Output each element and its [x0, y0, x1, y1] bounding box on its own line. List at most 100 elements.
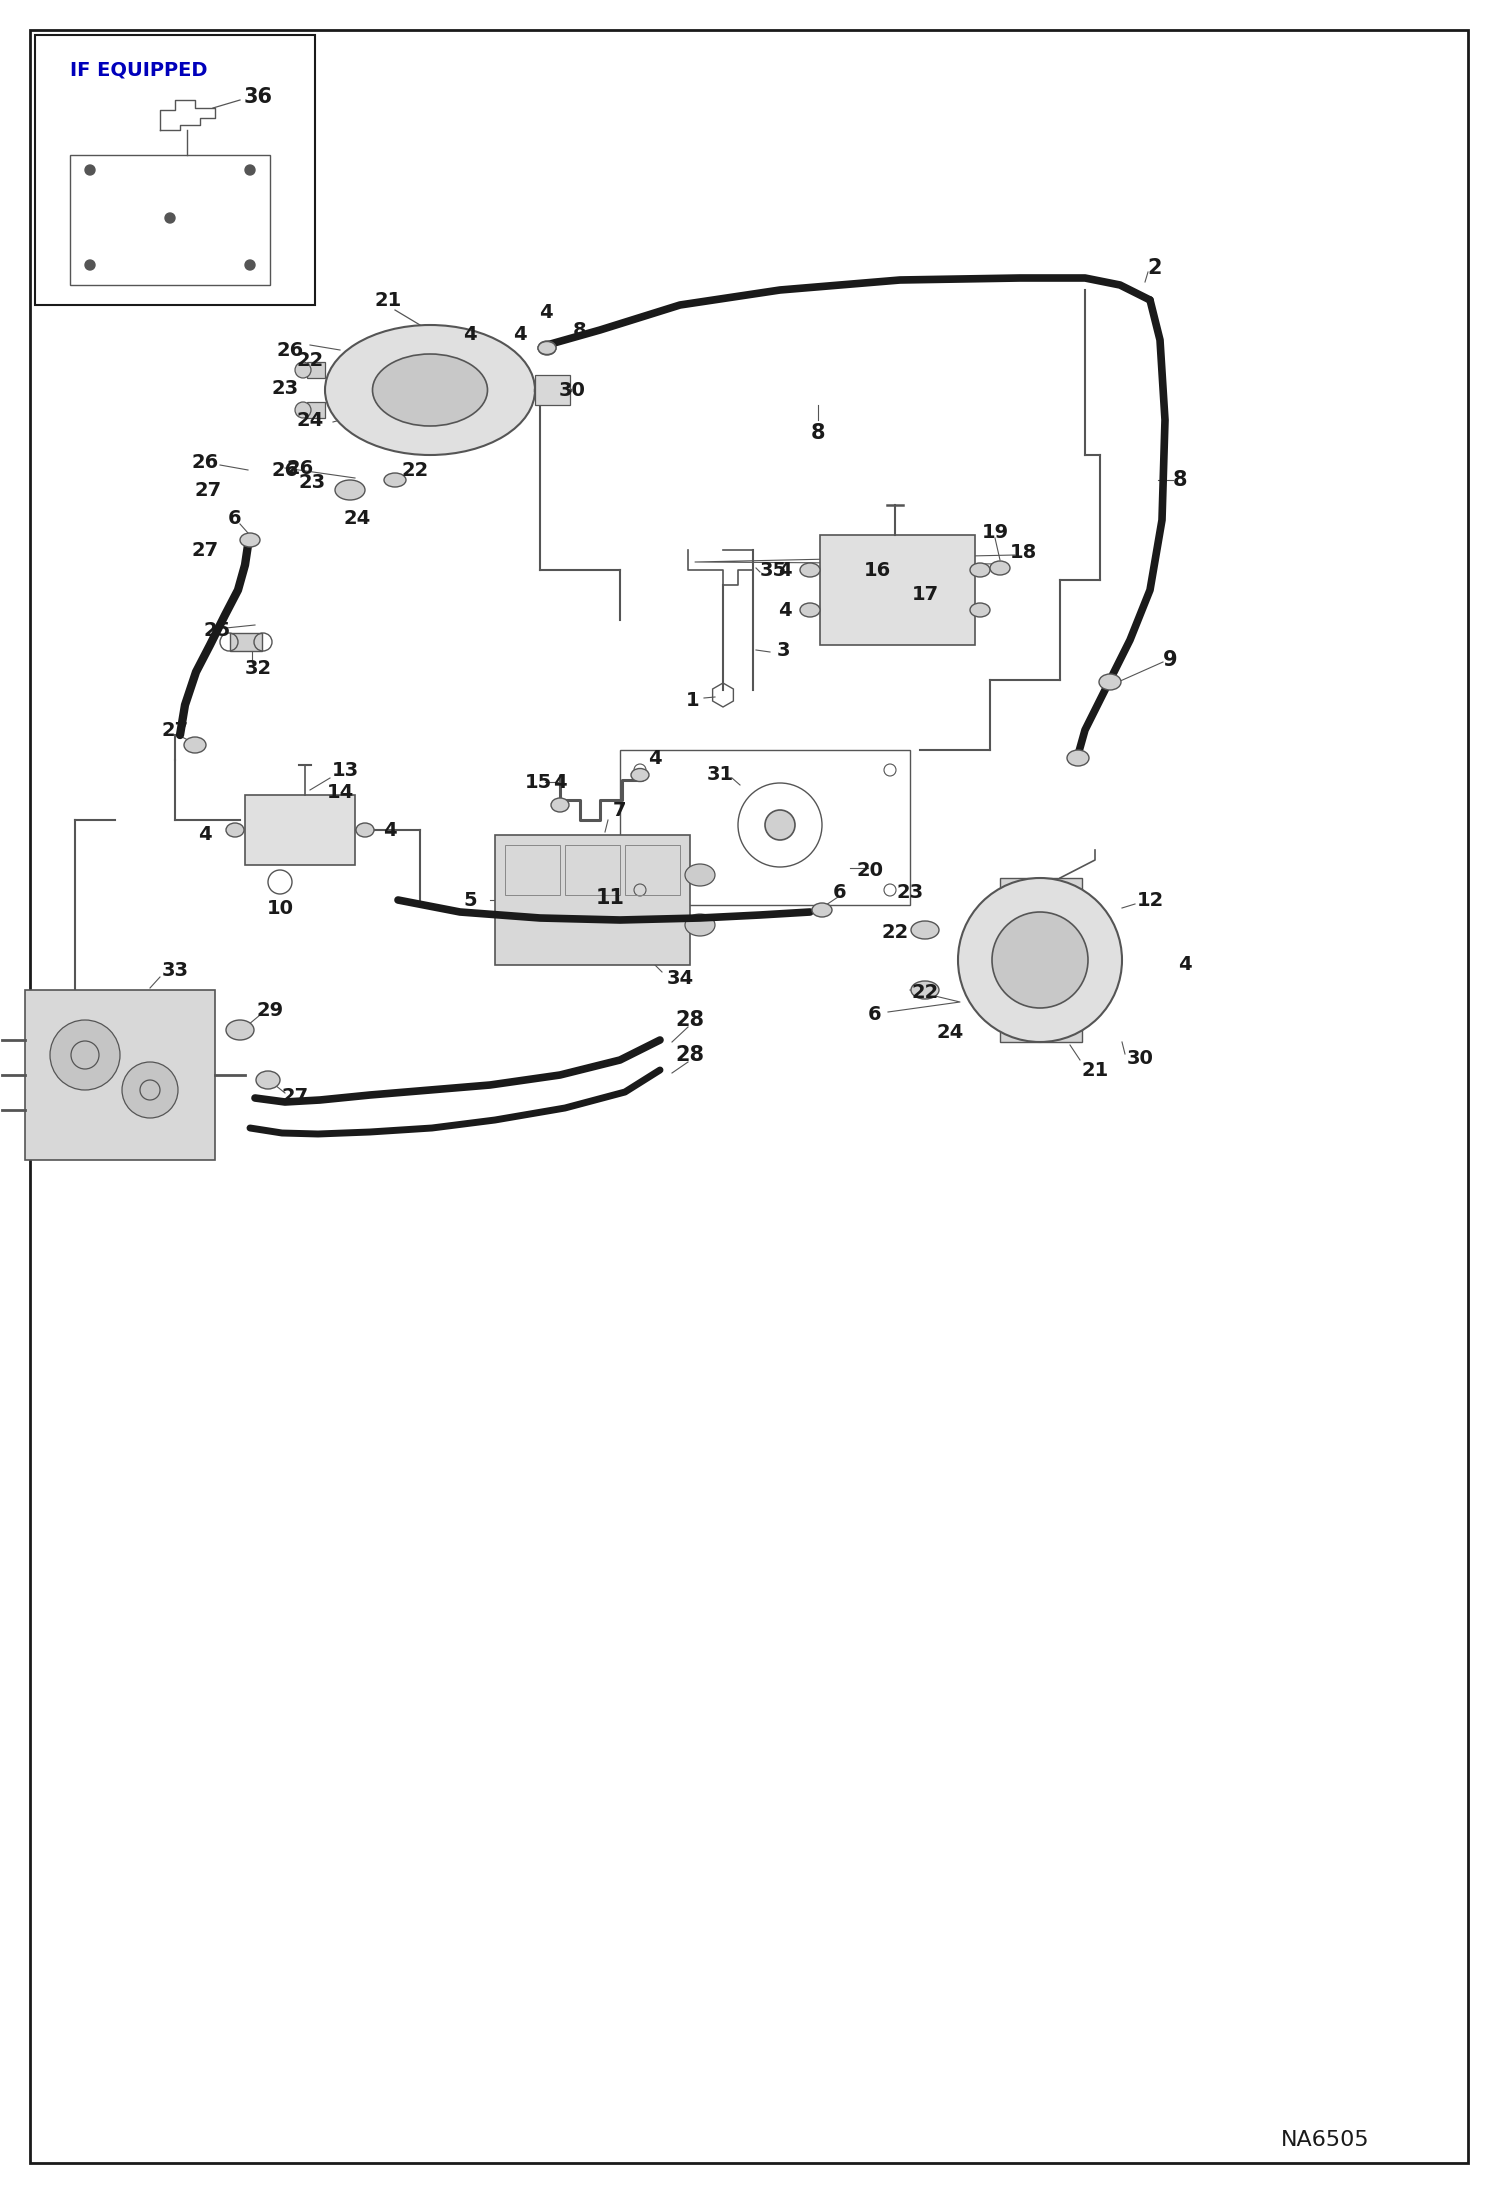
- Bar: [535, 375, 571, 406]
- Text: 8: 8: [1173, 469, 1188, 489]
- Text: 27: 27: [192, 539, 219, 559]
- Text: 26: 26: [286, 458, 313, 478]
- Text: 4: 4: [514, 325, 527, 344]
- Ellipse shape: [971, 564, 990, 577]
- Circle shape: [246, 164, 255, 175]
- Text: 36: 36: [244, 88, 273, 107]
- Circle shape: [295, 362, 312, 377]
- Ellipse shape: [373, 353, 487, 425]
- Text: 32: 32: [244, 658, 271, 678]
- Text: 7: 7: [613, 800, 626, 820]
- Text: 22: 22: [911, 982, 939, 1002]
- Text: 23: 23: [271, 379, 298, 397]
- Text: 12: 12: [1137, 890, 1164, 910]
- Ellipse shape: [226, 1020, 255, 1039]
- Bar: [505, 844, 560, 895]
- Ellipse shape: [1100, 673, 1121, 691]
- Circle shape: [165, 213, 175, 224]
- Circle shape: [85, 164, 94, 175]
- Text: 8: 8: [810, 423, 825, 443]
- Text: 20: 20: [857, 860, 884, 879]
- Text: 28: 28: [676, 1046, 704, 1066]
- Bar: [494, 836, 691, 965]
- Text: 4: 4: [777, 601, 792, 618]
- Ellipse shape: [800, 564, 819, 577]
- Text: 31: 31: [707, 765, 734, 785]
- Ellipse shape: [336, 480, 366, 500]
- Text: 3: 3: [776, 640, 789, 660]
- Text: 21: 21: [374, 289, 401, 309]
- Bar: [819, 535, 975, 645]
- Bar: [565, 844, 620, 895]
- Text: 23: 23: [298, 474, 325, 493]
- Text: 19: 19: [981, 522, 1008, 542]
- Ellipse shape: [184, 737, 207, 752]
- Text: 4: 4: [777, 561, 792, 579]
- Text: 14: 14: [327, 783, 354, 800]
- Text: 24: 24: [297, 410, 324, 430]
- Text: 22: 22: [881, 923, 909, 941]
- Text: 34: 34: [667, 969, 694, 987]
- Text: IF EQUIPPED: IF EQUIPPED: [70, 59, 208, 79]
- Ellipse shape: [800, 603, 819, 616]
- Text: 26: 26: [276, 340, 304, 360]
- Text: 13: 13: [331, 761, 358, 779]
- Text: 4: 4: [1179, 956, 1192, 974]
- Bar: [307, 401, 325, 419]
- Text: 4: 4: [649, 748, 662, 768]
- Text: 27: 27: [195, 480, 222, 500]
- Bar: [307, 362, 325, 377]
- Ellipse shape: [685, 864, 715, 886]
- Text: 4: 4: [553, 772, 566, 792]
- Circle shape: [121, 1061, 178, 1118]
- Text: 6: 6: [833, 882, 846, 901]
- Circle shape: [959, 877, 1122, 1042]
- Text: 26: 26: [192, 452, 219, 471]
- Text: NA6505: NA6505: [1281, 2129, 1369, 2149]
- Text: 6: 6: [869, 1007, 882, 1024]
- Text: 28: 28: [676, 1011, 704, 1031]
- Text: 35: 35: [759, 561, 786, 579]
- Ellipse shape: [971, 603, 990, 616]
- Text: 5: 5: [463, 890, 476, 910]
- Text: 27: 27: [162, 721, 189, 739]
- Bar: [231, 634, 262, 651]
- Text: 6: 6: [228, 509, 241, 529]
- Text: 29: 29: [256, 1000, 283, 1020]
- Bar: [34, 35, 315, 305]
- Text: 10: 10: [267, 899, 294, 917]
- Text: 4: 4: [463, 325, 476, 344]
- Circle shape: [992, 912, 1088, 1009]
- Text: 22: 22: [401, 461, 428, 480]
- Ellipse shape: [325, 325, 535, 454]
- Text: 15: 15: [524, 772, 551, 792]
- Ellipse shape: [812, 904, 831, 917]
- Ellipse shape: [685, 914, 715, 936]
- Text: 24: 24: [936, 1022, 963, 1042]
- Text: 16: 16: [863, 561, 891, 579]
- Bar: [620, 750, 909, 906]
- Circle shape: [85, 261, 94, 270]
- Text: 24: 24: [343, 509, 370, 529]
- Ellipse shape: [990, 561, 1010, 575]
- Circle shape: [246, 261, 255, 270]
- Text: 27: 27: [282, 1088, 309, 1107]
- Ellipse shape: [357, 822, 374, 838]
- Text: 4: 4: [383, 820, 397, 840]
- Text: 8: 8: [574, 320, 587, 340]
- Circle shape: [49, 1020, 120, 1090]
- Bar: [70, 156, 270, 285]
- Text: 4: 4: [198, 825, 211, 844]
- Text: 9: 9: [1162, 649, 1177, 671]
- Text: 30: 30: [1126, 1048, 1153, 1068]
- Ellipse shape: [226, 822, 244, 838]
- Text: 2: 2: [1147, 259, 1162, 279]
- Text: 33: 33: [162, 961, 189, 980]
- Ellipse shape: [551, 798, 569, 811]
- Bar: [25, 989, 216, 1160]
- Ellipse shape: [256, 1070, 280, 1090]
- Ellipse shape: [383, 474, 406, 487]
- Circle shape: [295, 401, 312, 419]
- Bar: [625, 844, 680, 895]
- Text: 23: 23: [896, 882, 924, 901]
